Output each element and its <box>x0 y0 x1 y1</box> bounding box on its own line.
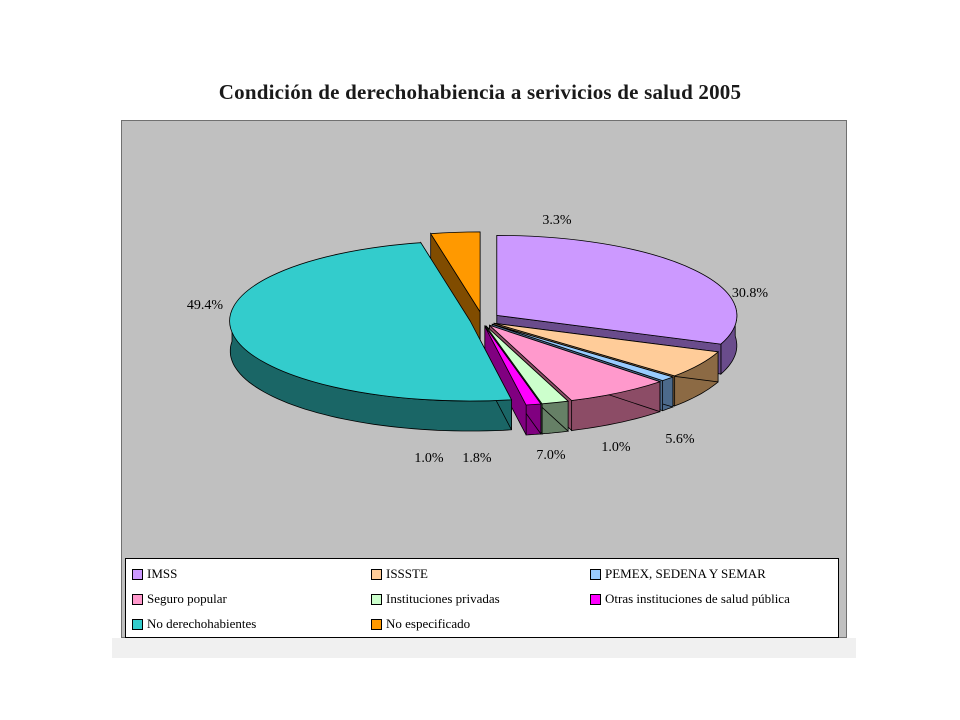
slice-label-5: 1.0% <box>414 451 444 466</box>
legend-label: Instituciones privadas <box>386 591 500 606</box>
legend-swatch <box>371 593 382 605</box>
frame-shadow <box>112 638 856 658</box>
pie-slice-no-derechohabientes <box>229 242 513 402</box>
legend-label: PEMEX, SEDENA Y SEMAR <box>605 566 766 581</box>
pie-slice-imss <box>496 234 738 345</box>
slice-label-0: 30.8% <box>732 286 769 301</box>
legend-swatch <box>132 618 143 630</box>
slice-label-6: 49.4% <box>187 298 224 313</box>
legend-swatch <box>132 568 143 580</box>
slice-label-4: 1.8% <box>462 451 492 466</box>
pie-slice-no-especificado <box>430 231 481 314</box>
legend-label: IMSS <box>147 566 178 581</box>
legend-label: No derechohabientes <box>147 616 257 631</box>
legend-swatch <box>590 568 601 580</box>
legend-item: Instituciones privadas <box>371 590 500 608</box>
legend-item: No especificado <box>371 615 470 633</box>
legend-label: Seguro popular <box>147 591 227 606</box>
legend-label: ISSSTE <box>386 566 428 581</box>
slice-label-7: 3.3% <box>542 213 572 228</box>
slice-label-3: 7.0% <box>536 448 566 463</box>
pie-slice-issste <box>493 322 720 377</box>
legend-swatch <box>132 593 143 605</box>
legend-item: No derechohabientes <box>132 615 256 633</box>
pie-slice-instituciones-privadas <box>485 325 570 405</box>
legend-swatch <box>371 618 382 630</box>
legend-item: ISSSTE <box>371 565 428 583</box>
legend-swatch <box>590 593 601 605</box>
slice-label-2: 1.0% <box>601 440 631 455</box>
legend-item: PEMEX, SEDENA Y SEMAR <box>590 565 766 583</box>
legend: IMSS ISSSTE PEMEX, SEDENA Y SEMAR Seguro po… <box>125 558 839 638</box>
legend-label: No especificado <box>386 616 471 631</box>
legend-item: Seguro popular <box>132 590 227 608</box>
pie-slice-otras-instituciones-de-salud-p-blica <box>484 325 542 406</box>
chart-title: Condición de derechohabiencia a serivici… <box>218 80 742 104</box>
pie-slice-seguro-popular <box>489 324 662 401</box>
legend-item: IMSS <box>132 565 177 583</box>
pie-tops <box>229 231 738 406</box>
slice-label-1: 5.6% <box>665 432 695 447</box>
legend-swatch <box>371 568 382 580</box>
pie-labels: 30.8% 5.6% 1.0% 7.0% 1.8% 1.0% 49.4% 3.3% <box>187 213 769 466</box>
legend-item: Otras instituciones de salud pública <box>590 590 790 608</box>
pie-slice-pemex-sedena-y-semar <box>492 323 675 382</box>
legend-label: Otras instituciones de salud pública <box>605 591 790 606</box>
